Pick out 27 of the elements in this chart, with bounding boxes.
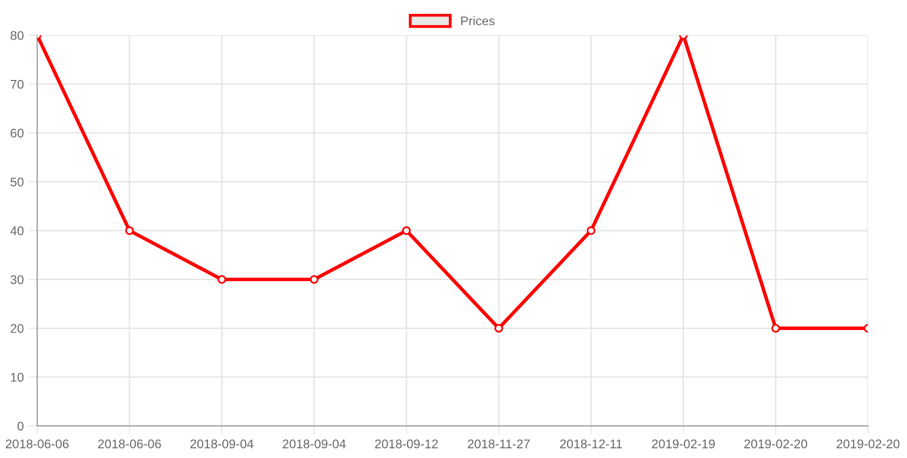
point: [125, 226, 134, 235]
x-tick-label: 2019-02-20: [836, 439, 900, 448]
point: [494, 324, 504, 333]
point: [402, 226, 411, 235]
x-tick-label: 2018-12-11: [560, 439, 622, 448]
x-tick-label: 2018-06-06: [98, 439, 161, 448]
point: [771, 324, 780, 333]
y-tick-label: 30: [10, 275, 24, 284]
x-tick-label: 2018-09-12: [375, 439, 438, 448]
y-tick-label: 70: [10, 80, 24, 89]
legend-label: Prices: [461, 16, 495, 26]
point: [586, 226, 596, 235]
y-tick-label: 60: [10, 128, 24, 138]
y-tick-label: 20: [10, 324, 24, 333]
y-tick-label: 50: [10, 178, 24, 186]
x-tick-label: 2018-06-06: [6, 439, 69, 448]
y-tick-label: 40: [10, 226, 24, 236]
x-tick-label: 2018-09-04: [282, 439, 346, 448]
x-tick-label: 2019-02-19: [652, 439, 715, 448]
y-tick-label: 0: [18, 422, 24, 431]
point: [310, 275, 318, 284]
x-tick-label: 2018-09-04: [190, 439, 254, 448]
y-tick-label: 10: [11, 372, 24, 382]
x-tick-label: 2018-11-27: [468, 439, 530, 448]
point: [218, 275, 226, 284]
y-tick-label: 80: [10, 31, 24, 40]
x-tick-label: 2019-02-20: [744, 439, 808, 448]
